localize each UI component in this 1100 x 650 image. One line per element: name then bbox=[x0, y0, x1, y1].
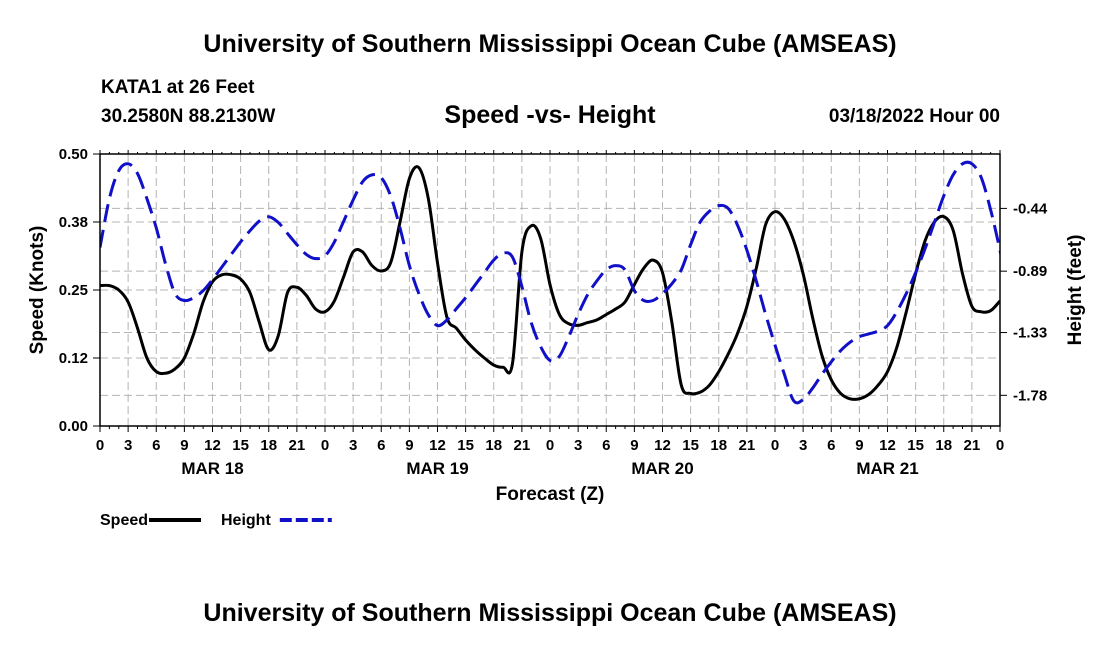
x-tick-label: 21 bbox=[739, 437, 756, 454]
x-tick-label: 21 bbox=[964, 437, 981, 454]
x-tick-label: 3 bbox=[124, 437, 132, 454]
left-tick-label: 0.25 bbox=[59, 282, 88, 299]
x-tick-label: 6 bbox=[152, 437, 160, 454]
day-label: MAR 20 bbox=[631, 459, 693, 478]
x-tick-label: 21 bbox=[514, 437, 531, 454]
right-tick-label: -1.78 bbox=[1013, 387, 1047, 404]
legend: Speed Height bbox=[100, 512, 332, 529]
x-tick-label: 0 bbox=[771, 437, 779, 454]
left-tick-label: 0.12 bbox=[59, 350, 88, 367]
coordinates-label: 30.2580N 88.2130W bbox=[101, 106, 276, 127]
x-tick-label: 15 bbox=[907, 437, 924, 454]
height-series-line bbox=[100, 160, 1000, 405]
x-tick-label: 15 bbox=[682, 437, 699, 454]
forecast-date-label: 03/18/2022 Hour 00 bbox=[828, 106, 1000, 127]
x-tick-label: 0 bbox=[321, 437, 329, 454]
x-tick-label: 6 bbox=[827, 437, 835, 454]
speed-series-line bbox=[100, 165, 1000, 401]
right-axis-label: Height (feet) bbox=[1065, 235, 1086, 346]
x-tick-label: 0 bbox=[996, 437, 1004, 454]
x-tick-label: 15 bbox=[232, 437, 249, 454]
x-tick-label: 9 bbox=[405, 437, 413, 454]
chart-subtitle: Speed -vs- Height bbox=[444, 101, 656, 129]
x-tick-label: 18 bbox=[260, 437, 277, 454]
legend-label-speed: Speed bbox=[100, 512, 148, 529]
legend-label-height: Height bbox=[221, 512, 271, 529]
x-tick-label: 15 bbox=[457, 437, 474, 454]
x-tick-label: 6 bbox=[602, 437, 610, 454]
x-tick-label: 18 bbox=[485, 437, 502, 454]
left-tick-label: 0.50 bbox=[59, 146, 88, 163]
series-layer bbox=[100, 160, 1000, 405]
footer-title: University of Southern Mississippi Ocean… bbox=[203, 599, 897, 627]
x-tick-label: 3 bbox=[799, 437, 807, 454]
x-tick-label: 12 bbox=[654, 437, 671, 454]
x-tick-label: 12 bbox=[204, 437, 221, 454]
day-label: MAR 21 bbox=[856, 459, 918, 478]
chart-title: University of Southern Mississippi Ocean… bbox=[203, 30, 897, 58]
x-tick-label: 9 bbox=[630, 437, 638, 454]
x-tick-label: 12 bbox=[879, 437, 896, 454]
x-tick-label: 21 bbox=[289, 437, 306, 454]
day-label: MAR 18 bbox=[181, 459, 243, 478]
x-axis-label: Forecast (Z) bbox=[496, 484, 605, 505]
axes: 0 3 6 9 12 15 18 21 0 3 6 9 12 15 18 21 0 3 6 9 12 15 18 21 0 3 6 9… bbox=[59, 146, 1048, 478]
x-tick-label: 9 bbox=[180, 437, 188, 454]
left-tick-label: 0.00 bbox=[59, 418, 88, 435]
x-tick-label: 0 bbox=[96, 437, 104, 454]
station-label: KATA1 at 26 Feet bbox=[101, 77, 255, 98]
x-tick-label: 18 bbox=[935, 437, 952, 454]
right-tick-label: -0.44 bbox=[1013, 200, 1048, 217]
x-tick-label: 18 bbox=[710, 437, 727, 454]
left-tick-label: 0.38 bbox=[59, 214, 88, 231]
x-tick-label: 9 bbox=[855, 437, 863, 454]
x-tick-label: 3 bbox=[349, 437, 357, 454]
right-tick-label: -1.33 bbox=[1013, 325, 1047, 342]
left-axis-label: Speed (Knots) bbox=[27, 226, 48, 355]
x-tick-label: 6 bbox=[377, 437, 385, 454]
x-tick-label: 3 bbox=[574, 437, 582, 454]
day-label: MAR 19 bbox=[406, 459, 468, 478]
right-tick-label: -0.89 bbox=[1013, 263, 1047, 280]
x-tick-label: 12 bbox=[429, 437, 446, 454]
x-tick-label: 0 bbox=[546, 437, 554, 454]
